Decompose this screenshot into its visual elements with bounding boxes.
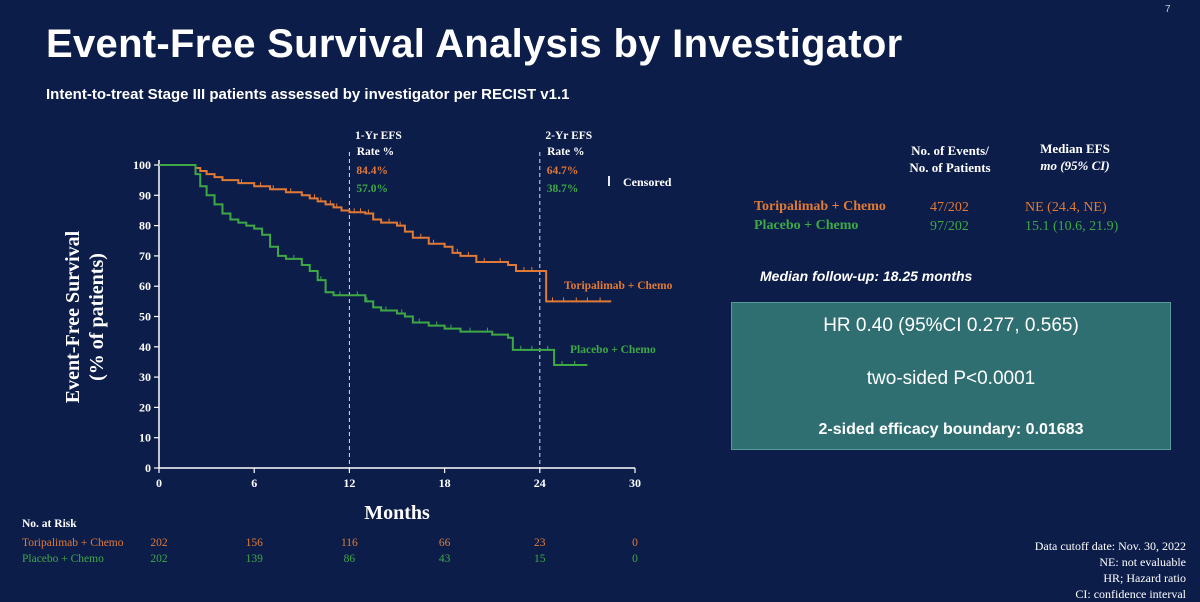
chart-axes: 0 10 20 30 40 50 60 70 80 90 100 0 6 12 18 24 30 bbox=[133, 158, 641, 490]
y-tick-label: 80 bbox=[139, 219, 151, 233]
footnote-cutoff: Data cutoff date: Nov. 30, 2022 bbox=[1034, 539, 1186, 553]
risk-row-label-toripalimab: Toripalimab + Chemo bbox=[22, 537, 124, 549]
risk-value: 156 bbox=[245, 537, 263, 549]
risk-value: 66 bbox=[438, 537, 451, 549]
y-axis-label: Event-Free Survival (% of patients) bbox=[62, 230, 108, 403]
p-value-text: two-sided P<0.0001 bbox=[866, 368, 1036, 389]
stats-events-placebo: 97/202 bbox=[930, 219, 969, 234]
stats-row-placebo: Placebo + Chemo bbox=[754, 218, 858, 234]
landmark-label-line1: 1-Yr EFS bbox=[355, 130, 402, 142]
survival-curve-toripalimab bbox=[159, 164, 612, 303]
y-tick-label: 60 bbox=[139, 279, 151, 293]
x-tick-label: 24 bbox=[534, 476, 546, 490]
risk-value: 86 bbox=[343, 553, 356, 565]
risk-value: 15 bbox=[534, 553, 546, 565]
landmark-label-line2: Rate % bbox=[547, 146, 584, 158]
risk-value: 0 bbox=[632, 537, 638, 549]
stats-median-header-line1: Median EFS bbox=[1040, 141, 1110, 156]
y-tick-label: 40 bbox=[139, 340, 151, 354]
footnote-ne: NE: not evaluable bbox=[1099, 555, 1186, 569]
stats-events-header-line1: No. of Events/ bbox=[911, 143, 989, 158]
footnotes: Data cutoff date: Nov. 30, 2022 NE: not … bbox=[1035, 538, 1186, 602]
series-label-toripalimab: Toripalimab + Chemo bbox=[564, 280, 673, 292]
y-tick-label: 70 bbox=[139, 249, 151, 263]
risk-value: 43 bbox=[438, 553, 451, 565]
survival-curve-placebo bbox=[159, 164, 588, 366]
survival-curves bbox=[159, 164, 612, 366]
slide-subtitle: Intent-to-treat Stage III patients asses… bbox=[46, 86, 570, 103]
stats-median-placebo: 15.1 (10.6, 21.9) bbox=[1025, 219, 1119, 234]
landmark-label-line1: 2-Yr EFS bbox=[545, 130, 592, 142]
y-tick-label: 10 bbox=[139, 431, 151, 445]
risk-row-label-placebo: Placebo + Chemo bbox=[22, 553, 104, 565]
efficacy-boundary-text: 2-sided efficacy boundary: 0.01683 bbox=[818, 421, 1084, 438]
hazard-ratio-box: HR 0.40 (95%CI 0.277, 0.565) two-sided P… bbox=[731, 302, 1171, 450]
y-axis-label-line2: (% of patients) bbox=[86, 253, 108, 381]
x-tick-label: 12 bbox=[343, 476, 355, 490]
footnote-hr: HR; Hazard ratio bbox=[1103, 571, 1186, 585]
risk-value: 202 bbox=[150, 553, 168, 565]
chart-labels: Months Event-Free Survival (% of patients)… bbox=[62, 175, 673, 524]
x-tick-label: 30 bbox=[629, 476, 641, 490]
y-tick-label: 90 bbox=[139, 188, 151, 202]
landmark-rate-placebo: 57.0% bbox=[356, 183, 388, 195]
median-followup: Median follow-up: 18.25 months bbox=[760, 268, 973, 284]
stats-row-toripalimab: Toripalimab + Chemo bbox=[754, 199, 886, 215]
stats-arm-label: Toripalimab + Chemo bbox=[754, 199, 886, 214]
risk-value: 23 bbox=[534, 537, 546, 549]
landmark-rate-toripalimab: 84.4% bbox=[356, 165, 388, 177]
stats-arm-label: Placebo + Chemo bbox=[754, 218, 859, 233]
landmark-label-line2: Rate % bbox=[357, 146, 394, 158]
y-tick-label: 30 bbox=[139, 370, 151, 384]
stats-events-header: No. of Events/ No. of Patients bbox=[888, 142, 1012, 176]
hazard-ratio-text: HR 0.40 (95%CI 0.277, 0.565) bbox=[823, 315, 1079, 336]
landmark-rate-placebo: 38.7% bbox=[547, 183, 579, 195]
series-label-placebo: Placebo + Chemo bbox=[570, 344, 656, 356]
risk-value: 116 bbox=[340, 537, 358, 549]
y-tick-label: 100 bbox=[133, 158, 151, 172]
stats-events-toripalimab: 47/202 bbox=[930, 200, 969, 215]
risk-table-header: No. at Risk bbox=[22, 518, 77, 530]
x-tick-label: 6 bbox=[251, 476, 257, 490]
risk-value: 0 bbox=[632, 553, 638, 565]
stats-median-header-line2: mo (95% CI) bbox=[1040, 158, 1110, 173]
x-axis-label: Months bbox=[364, 502, 430, 524]
slide-title: Event-Free Survival Analysis by Investig… bbox=[46, 22, 903, 66]
stats-median-toripalimab: NE (24.4, NE) bbox=[1025, 200, 1107, 215]
risk-value: 202 bbox=[150, 537, 168, 549]
landmark-rate-toripalimab: 64.7% bbox=[547, 165, 579, 177]
stats-median-header: Median EFS mo (95% CI) bbox=[1010, 140, 1140, 174]
page-number: 7 bbox=[1165, 4, 1171, 15]
x-tick-label: 0 bbox=[156, 476, 162, 490]
stats-events-header-line2: No. of Patients bbox=[909, 160, 991, 175]
landmark-annotations: 1-Yr EFS Rate % 84.4% 57.0% 2-Yr EFS Rate % 64… bbox=[348, 130, 592, 468]
censored-legend-label: Censored bbox=[623, 175, 672, 189]
footnote-ci: CI: confidence interval bbox=[1075, 587, 1186, 601]
x-tick-label: 18 bbox=[439, 476, 451, 490]
y-tick-label: 0 bbox=[145, 461, 151, 475]
y-axis-label-line1: Event-Free Survival bbox=[62, 230, 84, 403]
risk-value: 139 bbox=[245, 553, 263, 565]
y-tick-label: 50 bbox=[139, 310, 151, 324]
y-tick-label: 20 bbox=[139, 400, 151, 414]
